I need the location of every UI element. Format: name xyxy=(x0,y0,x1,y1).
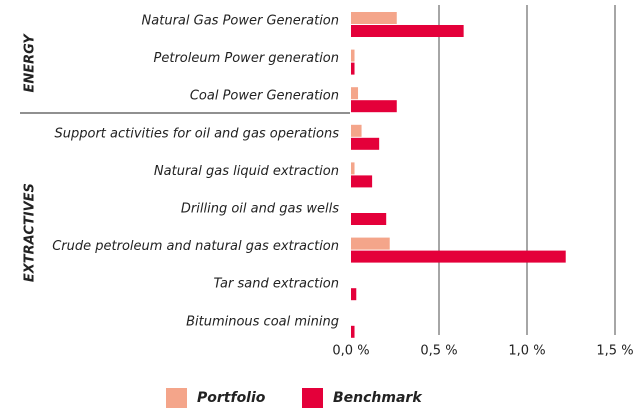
category-label: Natural Gas Power Generation xyxy=(142,14,339,29)
legend-swatch xyxy=(166,388,187,408)
category-label: Bituminous coal mining xyxy=(186,314,339,329)
category-label: Support activities for oil and gas opera… xyxy=(55,126,340,141)
bar xyxy=(351,325,355,338)
x-tick-label: 0,0 % xyxy=(332,344,369,359)
bar xyxy=(351,12,397,24)
legend-label: Benchmark xyxy=(333,390,423,406)
x-tick-label: 1,5 % xyxy=(596,344,633,359)
category-label: Drilling oil and gas wells xyxy=(181,202,339,217)
bar xyxy=(351,137,380,150)
group-label: EXTRACTIVES xyxy=(23,183,38,282)
category-label: Coal Power Generation xyxy=(190,89,339,104)
bar xyxy=(351,25,464,37)
category-label: Tar sand extraction xyxy=(213,277,339,292)
x-tick-label: 0,5 % xyxy=(420,344,457,359)
group-label: ENERGY xyxy=(23,33,38,93)
bar xyxy=(351,175,373,188)
bar xyxy=(351,250,566,263)
bar xyxy=(351,237,390,250)
bar xyxy=(351,49,355,62)
legend-label: Portfolio xyxy=(197,390,266,406)
bar xyxy=(351,288,357,301)
legend-swatch xyxy=(302,388,323,408)
bar xyxy=(351,213,387,225)
bar xyxy=(351,162,355,175)
x-tick-label: 1,0 % xyxy=(508,344,545,359)
bar xyxy=(351,87,359,100)
category-label: Natural gas liquid extraction xyxy=(154,164,339,179)
category-label: Petroleum Power generation xyxy=(154,51,339,66)
bar xyxy=(351,62,355,75)
bar xyxy=(351,100,397,113)
category-label: Crude petroleum and natural gas extracti… xyxy=(52,239,339,254)
bar xyxy=(351,124,362,137)
